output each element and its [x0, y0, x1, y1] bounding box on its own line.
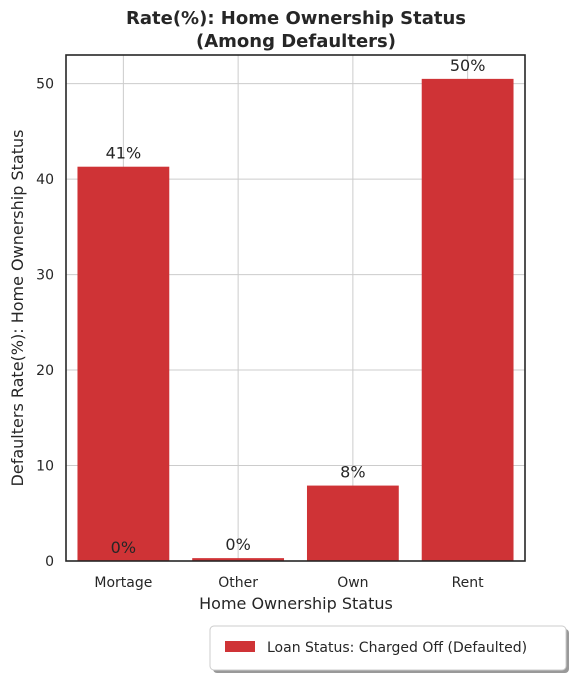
chart-title: Rate(%): Home Ownership Status — [126, 8, 466, 29]
x-tick-label: Other — [218, 575, 258, 591]
bar — [192, 558, 285, 561]
y-axis-ticks: 0 10 20 30 40 50 — [36, 77, 54, 570]
x-axis-label: Home Ownership Status — [199, 594, 393, 613]
legend-swatch — [225, 641, 255, 652]
bar — [421, 78, 514, 562]
data-label: 8% — [340, 463, 365, 482]
x-tick-label: Own — [337, 575, 368, 591]
legend: Loan Status: Charged Off (Defaulted) — [209, 625, 569, 673]
bars — [77, 78, 514, 562]
data-label: 41% — [106, 144, 142, 163]
chart-subtitle: (Among Defaulters) — [196, 31, 396, 52]
data-labels: 41% 0% 8% 50% 0% — [106, 56, 486, 557]
y-tick-label: 50 — [36, 77, 54, 93]
data-label: 0% — [225, 535, 250, 554]
data-label: 0% — [111, 538, 136, 557]
data-label: 50% — [450, 56, 486, 75]
y-tick-label: 0 — [45, 554, 54, 570]
legend-label: Loan Status: Charged Off (Defaulted) — [267, 640, 527, 656]
legend-box — [209, 625, 567, 671]
y-tick-label: 40 — [36, 172, 54, 188]
plot-frame — [65, 54, 526, 562]
y-tick-label: 10 — [36, 459, 54, 475]
x-tick-label: Mortage — [94, 575, 152, 591]
x-tick-label: Rent — [452, 575, 485, 591]
y-tick-label: 30 — [36, 268, 54, 284]
x-axis-ticks: Mortage Other Own Rent — [94, 575, 484, 591]
bar — [77, 166, 170, 561]
y-axis-label: Defaulters Rate(%): Home Ownership Statu… — [8, 130, 27, 487]
y-tick-label: 20 — [36, 363, 54, 379]
bar — [306, 485, 399, 561]
